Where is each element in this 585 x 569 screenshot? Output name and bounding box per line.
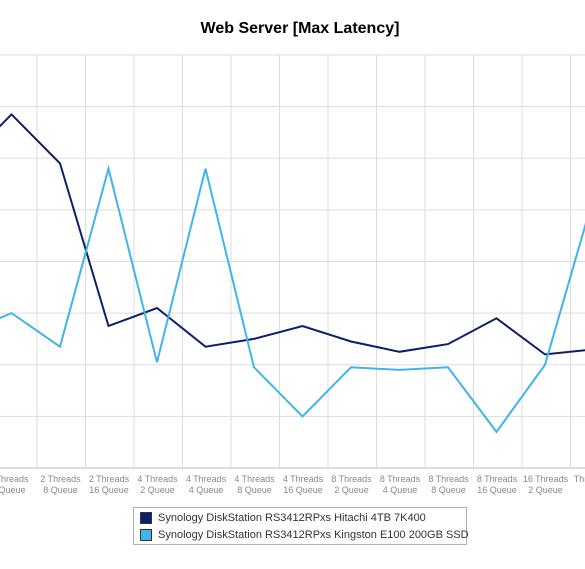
legend-entry-2: Synology DiskStation RS3412RPxs Kingston… bbox=[140, 527, 469, 543]
x-tick-label: 8 Threads bbox=[380, 474, 421, 484]
legend-entry-1: Synology DiskStation RS3412RPxs Hitachi … bbox=[140, 510, 426, 526]
x-tick-label: 16 Threads bbox=[523, 474, 569, 484]
x-tick-label: 2 Queue bbox=[528, 485, 563, 495]
x-tick-label: 4 Threads bbox=[186, 474, 227, 484]
series-layer bbox=[0, 112, 585, 434]
x-tick-label: 4 Threads bbox=[234, 474, 275, 484]
x-tick-label: 8 Threads bbox=[477, 474, 518, 484]
x-tick-label: 2 Threads bbox=[40, 474, 81, 484]
x-tick-label: 2 Queue bbox=[140, 485, 175, 495]
x-tick-label: 2 Threads bbox=[89, 474, 130, 484]
x-tick-label: 4 Queue bbox=[383, 485, 418, 495]
x-tick-label: 8 Queue bbox=[431, 485, 466, 495]
x-tick-label: 8 Threads bbox=[428, 474, 469, 484]
x-tick-label: 16 Queue bbox=[283, 485, 323, 495]
legend-label-2: Synology DiskStation RS3412RPxs Kingston… bbox=[158, 529, 469, 541]
legend: Synology DiskStation RS3412RPxs Hitachi … bbox=[133, 507, 469, 545]
x-tick-label: 4 Threads bbox=[137, 474, 178, 484]
legend-label-1: Synology DiskStation RS3412RPxs Hitachi … bbox=[158, 512, 426, 524]
x-tick-label: 4 Threads bbox=[283, 474, 324, 484]
chart-title: Web Server [Max Latency] bbox=[200, 20, 400, 37]
x-tick-label: Threads 1 bbox=[574, 474, 585, 484]
x-tick-label: 8 Threads bbox=[331, 474, 372, 484]
x-tick-label: Threads bbox=[0, 474, 29, 484]
x-tick-label: 8 Queue bbox=[43, 485, 78, 495]
grid bbox=[0, 54, 585, 469]
x-tick-label: 8 Queue bbox=[237, 485, 272, 495]
x-tick-label: 4 Queue bbox=[189, 485, 224, 495]
series-line-1 bbox=[0, 112, 585, 356]
legend-swatch-2 bbox=[140, 529, 152, 541]
x-tick-label: 16 Queue bbox=[89, 485, 129, 495]
x-tick-label: Queue bbox=[0, 485, 26, 495]
series-line-2 bbox=[0, 164, 585, 434]
x-tick-label: 16 Queue bbox=[477, 485, 517, 495]
legend-swatch-1 bbox=[140, 512, 152, 524]
x-tick-label: 2 Queue bbox=[334, 485, 369, 495]
